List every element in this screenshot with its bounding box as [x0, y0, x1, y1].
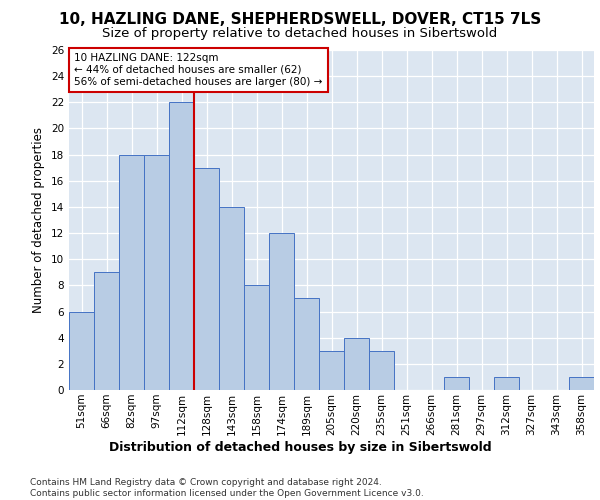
Bar [169, 102, 194, 390]
Bar [144, 154, 169, 390]
Bar [294, 298, 319, 390]
Bar [494, 377, 519, 390]
Bar [244, 286, 269, 390]
Bar [219, 207, 244, 390]
Bar [94, 272, 119, 390]
Text: 10, HAZLING DANE, SHEPHERDSWELL, DOVER, CT15 7LS: 10, HAZLING DANE, SHEPHERDSWELL, DOVER, … [59, 12, 541, 28]
Bar [194, 168, 219, 390]
Bar [344, 338, 369, 390]
Bar [319, 351, 344, 390]
Bar [444, 377, 469, 390]
Bar [119, 154, 144, 390]
Text: Distribution of detached houses by size in Sibertswold: Distribution of detached houses by size … [109, 441, 491, 454]
Bar [269, 233, 294, 390]
Bar [369, 351, 394, 390]
Text: Contains HM Land Registry data © Crown copyright and database right 2024.
Contai: Contains HM Land Registry data © Crown c… [30, 478, 424, 498]
Bar [569, 377, 594, 390]
Text: 10 HAZLING DANE: 122sqm
← 44% of detached houses are smaller (62)
56% of semi-de: 10 HAZLING DANE: 122sqm ← 44% of detache… [74, 54, 323, 86]
Bar [69, 312, 94, 390]
Text: Size of property relative to detached houses in Sibertswold: Size of property relative to detached ho… [103, 28, 497, 40]
Y-axis label: Number of detached properties: Number of detached properties [32, 127, 46, 313]
